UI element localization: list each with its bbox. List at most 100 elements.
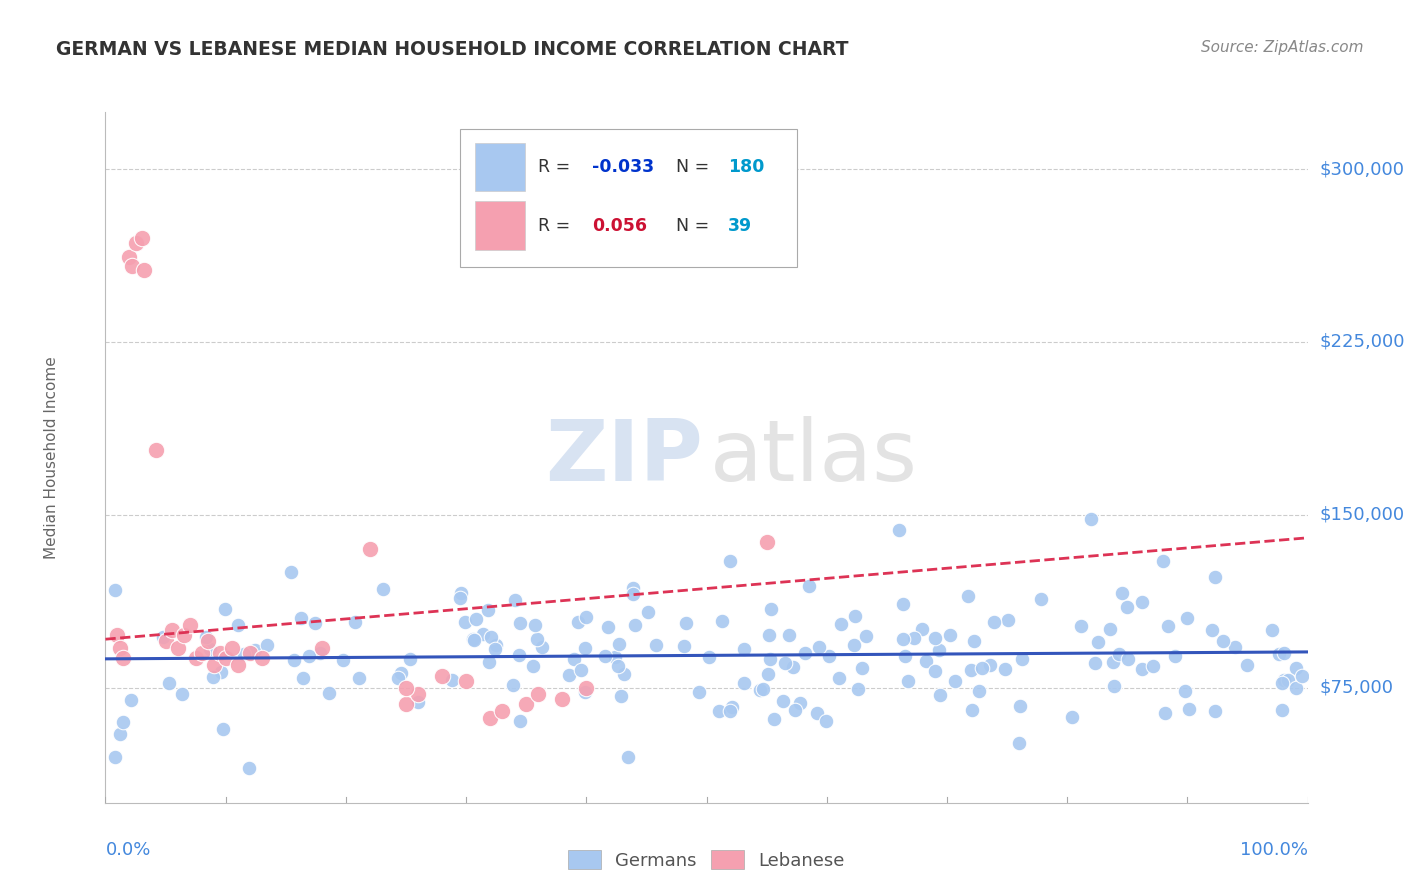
Point (979, 657, 1001, 672)
Point (107, 627, 129, 641)
Point (239, 646, 262, 660)
Point (939, 628, 962, 642)
Point (1060, 710, 1083, 724)
Point (567, 615, 589, 629)
Point (406, 695, 429, 709)
Point (1070, 618, 1092, 632)
Point (503, 593, 526, 607)
Point (1102, 679, 1125, 693)
Point (1163, 648, 1185, 663)
Point (1204, 704, 1226, 718)
Point (124, 235, 146, 250)
Point (688, 685, 710, 699)
Point (463, 632, 485, 646)
Text: 0.0%: 0.0% (105, 841, 150, 859)
Point (894, 649, 917, 664)
Point (613, 667, 636, 681)
Point (1029, 592, 1052, 607)
Point (830, 617, 852, 632)
Point (782, 660, 804, 674)
Point (1111, 586, 1133, 600)
Text: 39: 39 (728, 217, 752, 235)
Point (209, 665, 232, 679)
Point (887, 523, 910, 537)
Point (773, 656, 796, 670)
Point (1118, 652, 1140, 666)
Point (465, 612, 488, 626)
Point (1154, 706, 1177, 721)
Text: $225,000: $225,000 (1320, 333, 1405, 351)
Point (173, 627, 195, 641)
Point (574, 640, 596, 655)
Point (1084, 656, 1107, 670)
Point (250, 650, 273, 665)
Point (527, 688, 550, 702)
Point (479, 630, 502, 644)
Point (575, 609, 598, 624)
Point (112, 650, 135, 665)
Point (121, 259, 143, 273)
Text: $75,000: $75,000 (1320, 679, 1393, 697)
Text: N =: N = (676, 158, 710, 176)
Point (1271, 703, 1294, 717)
Point (564, 652, 586, 666)
Point (194, 631, 217, 645)
Point (1267, 648, 1289, 662)
Text: $300,000: $300,000 (1320, 160, 1405, 178)
Point (1291, 669, 1313, 683)
Point (131, 231, 153, 245)
Point (309, 646, 332, 660)
Point (997, 613, 1019, 627)
Text: 180: 180 (728, 158, 765, 176)
Point (1260, 623, 1282, 637)
Point (202, 657, 225, 672)
Point (903, 631, 925, 645)
Point (818, 649, 841, 664)
Point (610, 689, 633, 703)
Point (994, 662, 1017, 676)
Point (915, 654, 938, 668)
Point (208, 646, 231, 660)
Point (509, 616, 531, 631)
Point (778, 628, 800, 642)
Point (347, 671, 370, 685)
Point (108, 641, 131, 656)
Point (733, 675, 755, 690)
Point (718, 554, 741, 568)
Text: GERMAN VS LEBANESE MEDIAN HOUSEHOLD INCOME CORRELATION CHART: GERMAN VS LEBANESE MEDIAN HOUSEHOLD INCO… (56, 40, 849, 59)
FancyBboxPatch shape (474, 202, 524, 250)
Point (855, 629, 877, 643)
Point (1274, 673, 1296, 687)
Text: N =: N = (676, 217, 710, 235)
Point (891, 597, 914, 611)
Point (233, 648, 256, 662)
Text: atlas: atlas (710, 416, 918, 499)
Point (104, 749, 127, 764)
Point (515, 697, 537, 711)
Point (759, 652, 782, 666)
Point (531, 640, 554, 654)
Point (184, 650, 207, 665)
Point (343, 615, 366, 629)
Point (596, 620, 619, 634)
Point (1174, 683, 1197, 698)
Point (454, 615, 477, 629)
Point (211, 722, 233, 736)
Point (956, 589, 979, 603)
Point (943, 673, 966, 688)
Point (815, 714, 838, 728)
Point (623, 581, 645, 595)
Point (929, 688, 952, 702)
Point (509, 714, 531, 728)
Point (707, 704, 730, 718)
Point (522, 658, 544, 673)
Point (1204, 570, 1226, 584)
Point (842, 638, 865, 652)
Point (1272, 646, 1295, 660)
Point (398, 652, 420, 666)
Point (672, 639, 695, 653)
Point (967, 683, 990, 698)
Point (238, 761, 260, 775)
Point (472, 627, 495, 641)
Point (756, 667, 779, 681)
